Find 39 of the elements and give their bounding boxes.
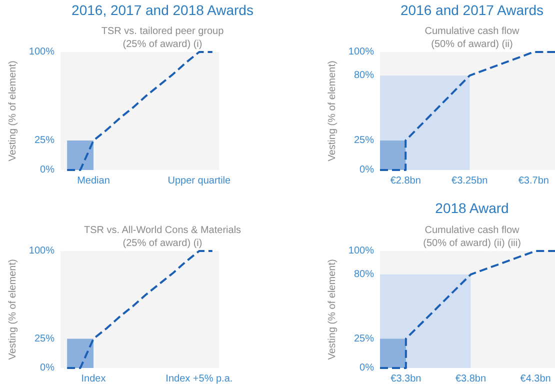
chart-title: 2016, 2017 and 2018 Awards	[72, 2, 254, 18]
x-tick-label: Index +5% p.a.	[166, 374, 233, 384]
y-tick-label: 100%	[348, 46, 374, 58]
y-axis-title: Vesting (% of element)	[327, 60, 338, 162]
x-tick-label: €4.3bn	[520, 374, 551, 384]
y-tick-label: 80%	[354, 70, 374, 82]
y-tick-label: 25%	[354, 135, 374, 146]
y-tick-label: 100%	[348, 246, 374, 256]
y-tick-label: 0%	[360, 362, 374, 374]
line-series	[66, 51, 214, 171]
chart-title: 2016 and 2017 Awards	[400, 2, 544, 18]
y-tick-label: 80%	[354, 268, 374, 280]
y-axis-title: Vesting (% of element)	[8, 259, 18, 360]
y-tick-label: 25%	[34, 135, 55, 146]
y-tick-label: 100%	[28, 46, 55, 58]
y-tick-label: 25%	[34, 333, 55, 344]
chart-subtitle: TSR vs. All-World Cons & Materials (25% of award) (i)	[84, 225, 242, 249]
x-tick-label: €3.25bn	[452, 176, 488, 186]
y-tick-label: 100%	[28, 246, 55, 256]
chart-subtitle: Cumulative cash flow (50% of award) (ii)	[424, 26, 520, 50]
chart-subtitle: Cumulative cash flow (50% of award) (ii) (iii)	[423, 225, 521, 249]
line-series	[379, 250, 555, 369]
y-axis-title: Vesting (% of element)	[327, 259, 338, 360]
line-series	[379, 51, 555, 171]
y-tick-label: 25%	[354, 333, 374, 344]
x-tick-label: €3.8bn	[455, 374, 486, 384]
x-tick-label: €2.8bn	[390, 176, 421, 186]
chart-subtitle: TSR vs. tailored peer group (25% of award) (i)	[101, 26, 224, 50]
y-tick-label: 0%	[40, 362, 55, 374]
y-axis-title: Vesting (% of element)	[8, 60, 18, 162]
chart-title: 2018 Award	[435, 200, 509, 216]
x-tick-label: €3.3bn	[390, 374, 422, 384]
line-series	[66, 250, 214, 369]
x-tick-label: Median	[77, 176, 110, 186]
y-tick-label: 0%	[360, 164, 374, 176]
x-tick-label: €3.7bn	[518, 176, 549, 186]
x-tick-label: Upper quartile	[168, 176, 232, 186]
y-tick-label: 0%	[40, 164, 55, 176]
x-tick-label: Index	[81, 374, 106, 384]
